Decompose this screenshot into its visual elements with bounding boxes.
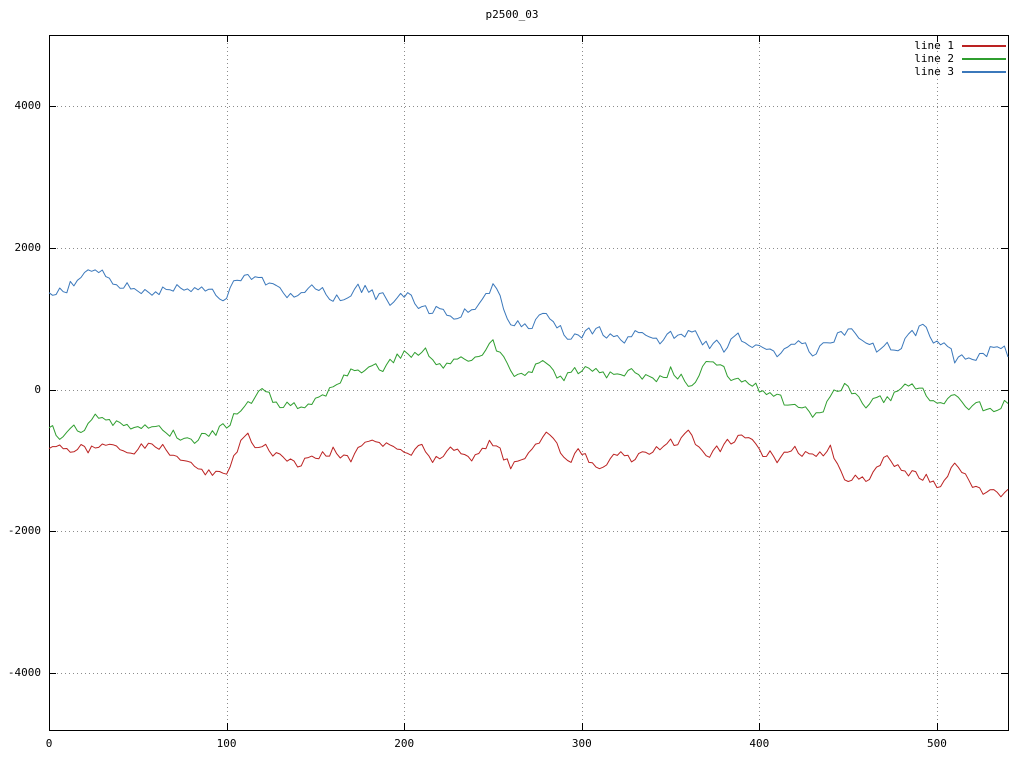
legend-item: line 1 xyxy=(914,39,1006,52)
legend-item: line 3 xyxy=(914,65,1006,78)
x-tick-label: 0 xyxy=(45,737,53,750)
legend: line 1 line 2 line 3 xyxy=(914,39,1006,78)
y-tick-label: 0 xyxy=(34,382,41,396)
x-tick-label: 100 xyxy=(216,737,237,750)
legend-line-sample xyxy=(962,70,1006,73)
chart-title: p2500_03 xyxy=(485,8,539,21)
legend-label: line 1 xyxy=(914,39,954,52)
y-tick-label: -2000 xyxy=(7,524,41,538)
series-line-3 xyxy=(48,269,1009,364)
x-tick-label: 300 xyxy=(571,737,592,750)
y-tick-label: -4000 xyxy=(7,666,41,680)
series-line-2 xyxy=(48,339,1009,444)
legend-label: line 3 xyxy=(914,65,954,78)
x-tick-label: 500 xyxy=(927,737,947,750)
y-tick-label: 4000 xyxy=(14,98,42,112)
legend-line-sample xyxy=(962,57,1006,60)
series-line-1 xyxy=(48,429,1009,498)
x-tick-label: 200 xyxy=(394,737,415,750)
legend-line-sample xyxy=(962,44,1006,47)
x-tick-label: 400 xyxy=(749,737,770,750)
legend-label: line 2 xyxy=(914,52,954,65)
legend-item: line 2 xyxy=(914,52,1006,65)
plot-border xyxy=(49,35,1009,731)
y-tick-label: 2000 xyxy=(14,240,42,254)
